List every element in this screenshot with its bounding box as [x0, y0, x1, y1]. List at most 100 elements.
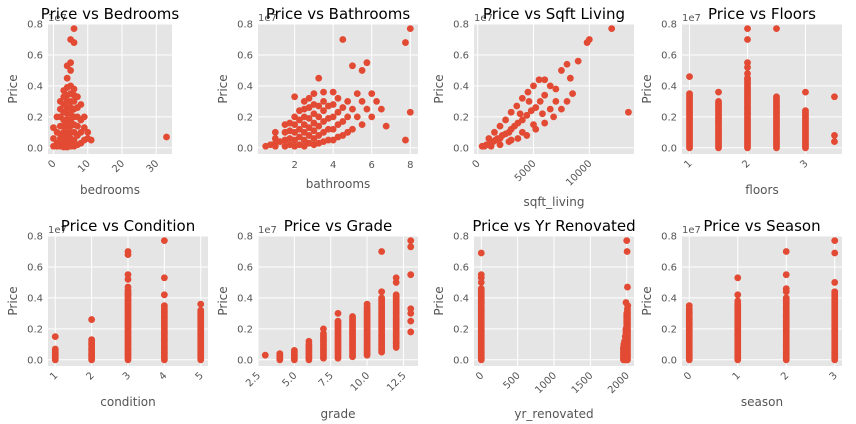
data-point	[320, 88, 327, 96]
data-point	[334, 121, 342, 128]
x-tick-label: 3	[798, 158, 810, 170]
data-point	[477, 279, 485, 286]
y-tick-label: 0.8	[237, 232, 253, 243]
data-point	[310, 110, 318, 118]
data-point	[74, 93, 81, 101]
data-point	[291, 93, 299, 101]
chart-title: Price vs Grade	[284, 217, 393, 235]
data-point	[496, 141, 504, 149]
data-point	[290, 347, 298, 354]
y-tick-label: 0.0	[453, 355, 469, 366]
plot-area	[682, 24, 842, 154]
data-point	[300, 128, 308, 136]
data-point	[310, 135, 318, 142]
x-axis-label: bathrooms	[306, 177, 371, 191]
data-point	[349, 62, 356, 70]
data-point	[124, 251, 132, 258]
data-point	[773, 93, 780, 101]
data-point	[407, 271, 415, 279]
data-point	[320, 97, 327, 105]
data-point	[377, 105, 385, 113]
data-point	[524, 88, 532, 96]
data-point	[744, 25, 751, 33]
x-axis-label: sqft_living	[524, 195, 585, 209]
data-point	[163, 133, 170, 141]
data-point	[782, 294, 790, 302]
x-tick-label: 10.0	[349, 370, 373, 394]
chart-title: Price vs Sqft Living	[483, 5, 625, 23]
data-point	[334, 108, 342, 116]
data-point	[160, 302, 168, 310]
data-point	[378, 294, 386, 302]
data-point	[67, 59, 75, 67]
x-tick-label: 1000	[533, 370, 559, 396]
data-point	[546, 82, 554, 90]
data-point	[563, 97, 571, 105]
data-point	[51, 333, 59, 340]
data-point	[518, 94, 526, 102]
chart-title: Price vs Bedrooms	[41, 5, 180, 23]
data-point	[329, 113, 337, 121]
data-point	[70, 136, 78, 144]
y-multiplier: 1e7	[258, 13, 277, 24]
data-point	[686, 73, 693, 81]
data-point	[831, 132, 838, 139]
data-point	[124, 283, 132, 291]
data-point	[291, 113, 299, 121]
data-point	[197, 300, 205, 308]
data-point	[305, 337, 313, 345]
y-tick-label: 0.0	[27, 143, 43, 154]
data-point	[502, 116, 509, 124]
y-tick-label: 0.2	[27, 324, 43, 335]
data-point	[324, 125, 332, 133]
x-axis-label: season	[741, 395, 783, 409]
data-point	[546, 105, 554, 113]
data-point	[569, 90, 576, 98]
y-axis-label: Price	[432, 286, 446, 315]
data-point	[407, 317, 415, 325]
y-axis-label: Price	[432, 74, 446, 103]
data-point	[291, 121, 299, 128]
data-point	[329, 101, 337, 108]
y-tick-label: 0.6	[237, 50, 253, 61]
data-point	[802, 88, 809, 96]
data-point	[88, 336, 96, 344]
data-point	[552, 85, 560, 93]
data-point	[624, 302, 632, 310]
data-point	[530, 82, 537, 90]
data-point	[406, 108, 414, 116]
data-point	[305, 132, 313, 139]
data-point	[300, 136, 308, 144]
data-point	[349, 105, 356, 113]
y-tick-label: 0.6	[27, 262, 43, 273]
x-tick-label: 30	[145, 158, 162, 175]
x-tick-label: 20	[110, 158, 127, 175]
data-point	[831, 288, 839, 296]
y-tick-label: 0.2	[661, 324, 677, 335]
data-point	[363, 300, 371, 308]
x-tick-label: 2	[740, 158, 752, 170]
x-tick-label: 2.5	[244, 370, 263, 389]
data-point	[563, 60, 571, 68]
data-point	[339, 118, 347, 125]
x-tick-label: 0	[474, 370, 486, 382]
chart-title: Price vs Bathrooms	[266, 5, 410, 23]
data-point	[353, 90, 361, 98]
data-point	[305, 124, 313, 132]
data-point	[315, 74, 323, 82]
x-tick-label: 2	[84, 370, 96, 382]
x-tick-label: 0	[471, 158, 483, 170]
y-multiplier: 1e7	[258, 225, 277, 236]
x-tick-label: 0	[46, 158, 58, 170]
y-multiplier: 1e7	[682, 225, 701, 236]
x-axis-label: yr_renovated	[514, 407, 593, 421]
data-point	[339, 104, 347, 111]
data-point	[324, 136, 332, 144]
data-point	[518, 116, 526, 124]
data-point	[160, 274, 168, 282]
data-point	[802, 107, 809, 115]
data-point	[320, 107, 327, 115]
